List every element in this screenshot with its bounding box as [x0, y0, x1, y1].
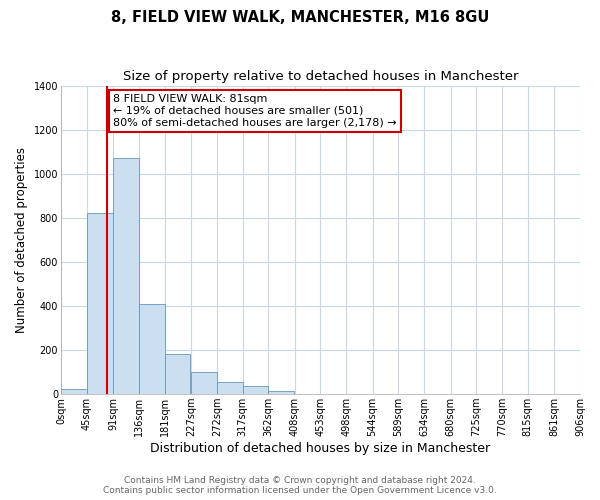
Title: Size of property relative to detached houses in Manchester: Size of property relative to detached ho… [123, 70, 518, 83]
Bar [139, 304, 164, 394]
Text: 8, FIELD VIEW WALK, MANCHESTER, M16 8GU: 8, FIELD VIEW WALK, MANCHESTER, M16 8GU [111, 10, 489, 25]
Bar [113, 158, 139, 394]
Bar [217, 382, 242, 394]
Text: Contains HM Land Registry data © Crown copyright and database right 2024.
Contai: Contains HM Land Registry data © Crown c… [103, 476, 497, 495]
Bar [61, 388, 87, 394]
Bar [191, 372, 217, 394]
Text: 8 FIELD VIEW WALK: 81sqm
← 19% of detached houses are smaller (501)
80% of semi-: 8 FIELD VIEW WALK: 81sqm ← 19% of detach… [113, 94, 397, 128]
X-axis label: Distribution of detached houses by size in Manchester: Distribution of detached houses by size … [151, 442, 491, 455]
Bar [268, 391, 294, 394]
Bar [87, 214, 113, 394]
Bar [242, 386, 268, 394]
Bar [164, 354, 190, 394]
Y-axis label: Number of detached properties: Number of detached properties [15, 147, 28, 333]
